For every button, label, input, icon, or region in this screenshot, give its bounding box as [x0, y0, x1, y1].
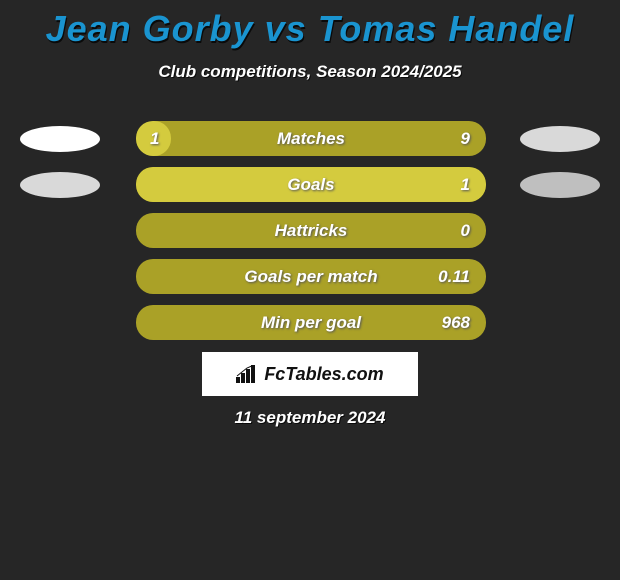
- bar-track: [136, 167, 486, 202]
- player-badge-right: [520, 172, 600, 198]
- bar-fill: [136, 167, 486, 202]
- stat-rows: 1 Matches 9 Goals 1 Hattricks 0: [0, 118, 620, 348]
- stat-row: Goals per match 0.11: [0, 256, 620, 302]
- chart-icon: [236, 365, 258, 383]
- stat-row: 1 Matches 9: [0, 118, 620, 164]
- comparison-card: Jean Gorby vs Tomas Handel Club competit…: [0, 0, 620, 580]
- bar-track: [136, 305, 486, 340]
- date-label: 11 september 2024: [0, 408, 620, 428]
- page-subtitle: Club competitions, Season 2024/2025: [0, 62, 620, 82]
- player-badge-left: [20, 172, 100, 198]
- stat-row: Hattricks 0: [0, 210, 620, 256]
- bar-track: [136, 259, 486, 294]
- stat-row: Min per goal 968: [0, 302, 620, 348]
- bar-fill: [136, 121, 171, 156]
- bar-track: [136, 213, 486, 248]
- brand-label: FcTables.com: [264, 364, 383, 385]
- bar-track: [136, 121, 486, 156]
- player-badge-right: [520, 126, 600, 152]
- brand-badge[interactable]: FcTables.com: [202, 352, 418, 396]
- stat-row: Goals 1: [0, 164, 620, 210]
- page-title: Jean Gorby vs Tomas Handel: [0, 0, 620, 50]
- player-badge-left: [20, 126, 100, 152]
